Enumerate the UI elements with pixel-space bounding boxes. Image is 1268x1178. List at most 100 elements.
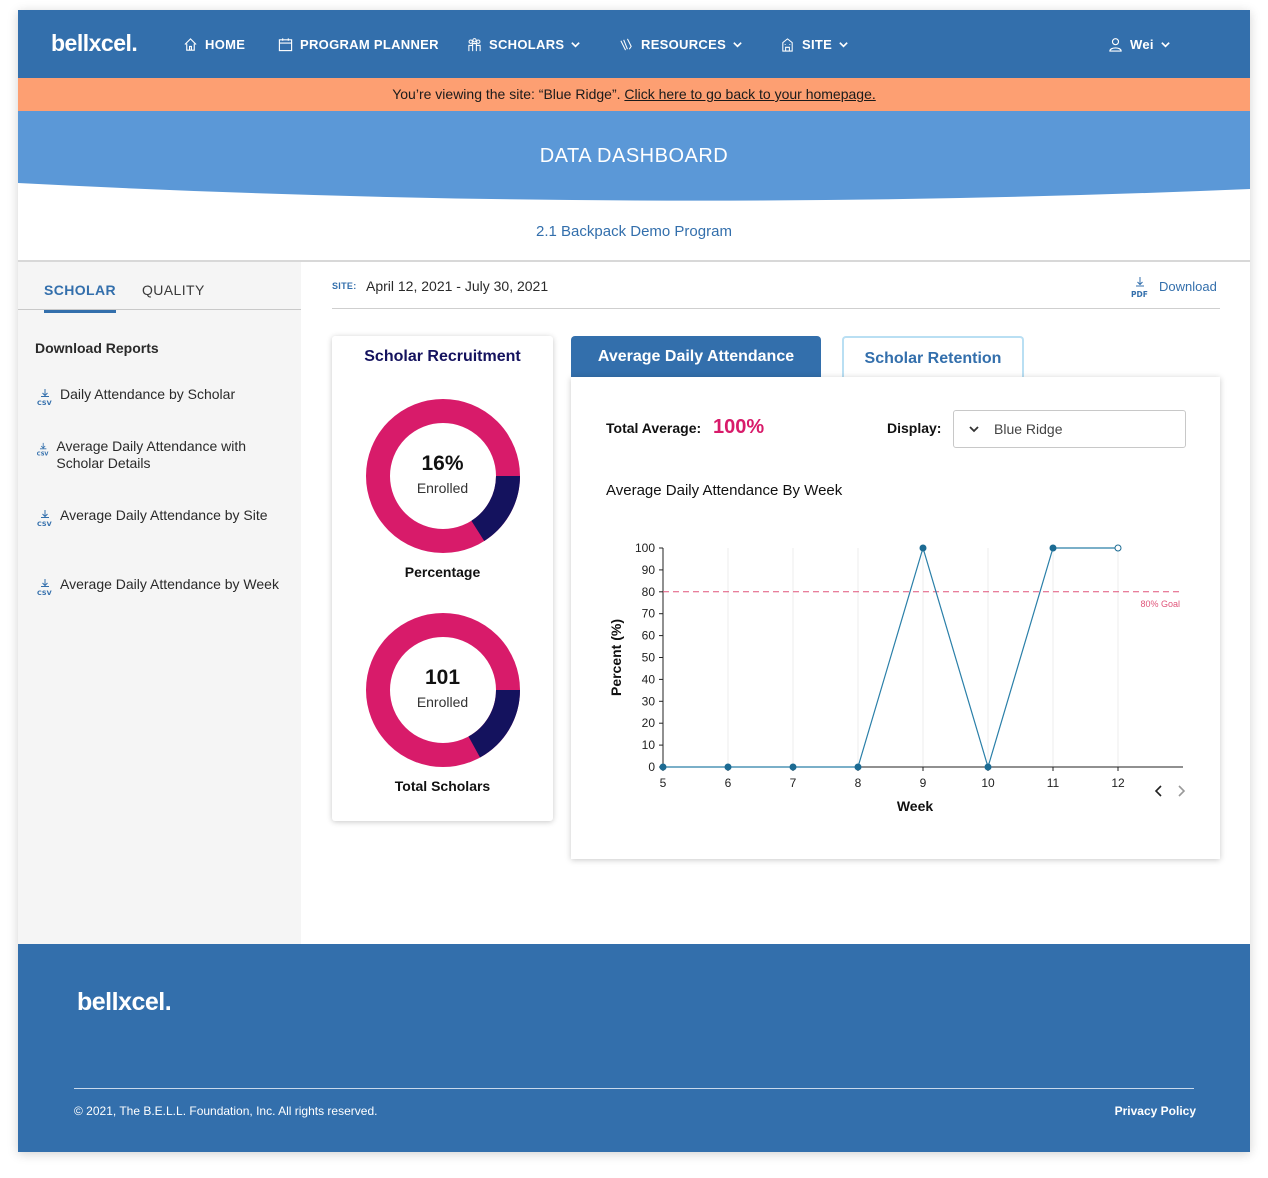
y-tick-label: 80	[642, 585, 656, 599]
percentage-donut	[366, 399, 520, 553]
chevron-left-icon[interactable]	[1154, 785, 1162, 797]
chevron-down-icon	[1161, 41, 1170, 48]
svg-text:CSV: CSV	[37, 399, 52, 407]
svg-text:CSV: CSV	[37, 452, 49, 458]
y-tick-label: 50	[642, 651, 656, 665]
y-tick-label: 30	[642, 694, 656, 708]
percentage-caption: Percentage	[404, 564, 481, 580]
back-to-homepage-link[interactable]: Click here to go back to your homepage.	[624, 86, 876, 102]
report-label: Average Daily Attendance by Week	[60, 576, 279, 592]
user-icon	[1109, 37, 1122, 52]
total-scholars-sub: Enrolled	[416, 694, 469, 710]
header-wave	[18, 111, 1250, 201]
nav-home[interactable]: HOME	[183, 35, 245, 53]
pdf-download-icon: PDF	[1131, 277, 1148, 299]
x-tick-label: 6	[725, 776, 732, 790]
y-tick-label: 60	[642, 629, 656, 643]
report-avg-daily-attendance-by-week[interactable]: CSV Average Daily Attendance by Week	[36, 576, 286, 598]
app-frame: bellxcel. HOME PROGRAM PLANNER SCHOLARS …	[18, 10, 1250, 1152]
site-view-banner: You’re viewing the site: “Blue Ridge”. C…	[18, 78, 1250, 111]
percentage-sub: Enrolled	[416, 480, 469, 496]
chevron-down-icon	[969, 426, 979, 433]
total-scholars-donut	[366, 613, 520, 767]
user-menu[interactable]: Wei	[1108, 35, 1171, 53]
data-point	[984, 763, 992, 771]
data-point	[724, 763, 732, 771]
tab-average-daily-attendance[interactable]: Average Daily Attendance	[571, 336, 821, 378]
logo[interactable]: bellxcel.	[51, 30, 138, 56]
x-tick-label: 8	[855, 776, 862, 790]
chart-title: Average Daily Attendance By Week	[606, 482, 843, 499]
nav-home-label: HOME	[205, 36, 246, 52]
y-axis-label: Percent (%)	[608, 619, 624, 696]
banner-text: You’re viewing the site: “Blue Ridge”.	[392, 86, 625, 102]
data-point	[1049, 544, 1057, 552]
chevron-down-icon	[733, 41, 742, 48]
report-avg-daily-attendance-scholar-details[interactable]: CSV Average Daily Attendance with Schola…	[36, 438, 286, 472]
chevron-right-icon[interactable]	[1178, 785, 1186, 797]
series-line	[663, 545, 1118, 770]
date-range: April 12, 2021 - July 30, 2021	[366, 278, 549, 294]
display-select-value: Blue Ridge	[994, 421, 1063, 437]
y-tick-label: 10	[642, 738, 656, 752]
y-tick-label: 100	[635, 541, 655, 555]
chevron-down-icon	[571, 41, 581, 48]
display-select[interactable]: Blue Ridge	[953, 410, 1186, 448]
scholar-recruitment-card: Scholar Recruitment 16% Enrolled Percent…	[332, 336, 553, 821]
report-avg-daily-attendance-by-site[interactable]: CSV Average Daily Attendance by Site	[36, 507, 286, 529]
tab-quality[interactable]: QUALITY	[142, 282, 205, 298]
download-label: Download	[1159, 279, 1217, 294]
nav-scholars[interactable]: SCHOLARS	[467, 35, 581, 53]
x-tick-label: 9	[920, 776, 927, 790]
csv-download-icon: CSV	[37, 389, 52, 407]
data-point	[854, 763, 862, 771]
csv-download-icon: CSV	[37, 510, 52, 528]
nav-site[interactable]: SITE	[780, 35, 849, 53]
donut-enrolled-segment	[366, 613, 520, 767]
attendance-card: Total Average: 100% Display: Blue Ridge …	[571, 377, 1220, 859]
resources-icon	[620, 38, 632, 50]
top-nav: bellxcel. HOME PROGRAM PLANNER SCHOLARS …	[18, 10, 1250, 78]
donut-enrolled-segment	[366, 399, 520, 553]
percentage-value: 16%	[421, 452, 464, 475]
y-tick-label: 0	[648, 760, 655, 774]
x-tick-label: 7	[790, 776, 797, 790]
nav-program-planner-label: PROGRAM PLANNER	[300, 36, 439, 52]
report-label: Average Daily Attendance by Site	[60, 507, 268, 523]
program-name: 2.1 Backpack Demo Program	[536, 223, 732, 240]
download-pdf-button[interactable]: PDF Download	[1129, 276, 1217, 300]
attendance-line-chart: 0 10 20 30 40 50 60 70 80 90 100 5 6 7 8 9 10 11 12 80% Goa…	[608, 541, 1186, 814]
building-icon	[782, 37, 793, 52]
y-tick-label: 40	[642, 672, 656, 686]
nav-program-planner[interactable]: PROGRAM PLANNER	[278, 35, 439, 53]
goal-label: 80% Goal	[1140, 599, 1180, 609]
nav-resources[interactable]: RESOURCES	[619, 35, 743, 53]
privacy-policy-link[interactable]: Privacy Policy	[1114, 1104, 1196, 1118]
svg-text:CSV: CSV	[37, 589, 52, 597]
y-tick-label: 20	[642, 716, 656, 730]
footer-divider	[74, 1088, 1194, 1089]
copyright: © 2021, The B.E.L.L. Foundation, Inc. Al…	[74, 1104, 378, 1118]
data-point	[789, 763, 797, 771]
total-average-label: Total Average:	[606, 420, 702, 436]
page-title: DATA DASHBOARD	[539, 145, 729, 167]
data-point	[1114, 544, 1122, 552]
tab-scholar[interactable]: SCHOLAR	[44, 282, 117, 313]
data-point	[659, 763, 667, 771]
tab-scholar-retention[interactable]: Scholar Retention	[842, 336, 1024, 378]
total-scholars-value: 101	[424, 666, 461, 689]
display-label: Display:	[887, 420, 942, 436]
site-label: SITE:	[332, 281, 357, 291]
scholars-icon	[468, 37, 481, 51]
download-reports-heading: Download Reports	[35, 340, 159, 356]
chevron-down-icon	[839, 41, 848, 48]
total-average-value: 100%	[713, 416, 765, 438]
csv-download-icon: CSV	[37, 579, 52, 597]
card-title: Scholar Recruitment	[364, 348, 521, 365]
report-daily-attendance-by-scholar[interactable]: CSV Daily Attendance by Scholar	[36, 386, 286, 408]
calendar-icon	[278, 37, 293, 51]
x-tick-label: 11	[1047, 776, 1060, 790]
footer-logo[interactable]: bellxcel.	[77, 988, 172, 1016]
divider	[18, 260, 1250, 262]
data-point	[919, 544, 927, 552]
